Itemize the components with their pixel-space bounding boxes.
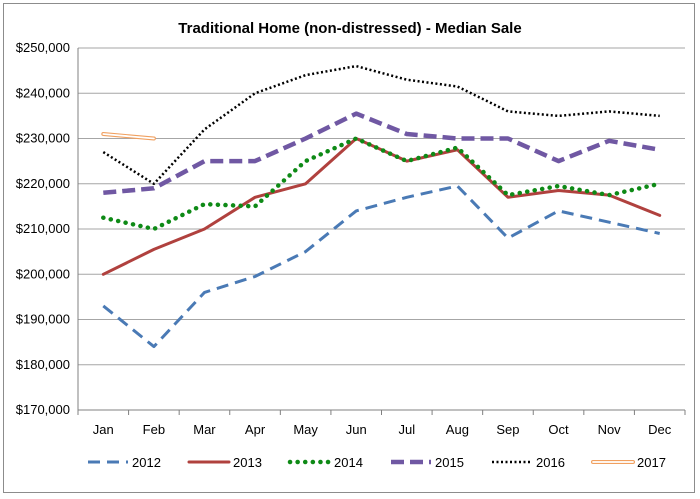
series-2016 [102, 64, 660, 186]
legend-item-2014: 2014 [287, 455, 363, 470]
x-tick-label-apr: Apr [245, 422, 266, 437]
y-tick-label-4: $210,000 [16, 221, 70, 236]
y-tick-label-2: $190,000 [16, 312, 70, 327]
line-2016 [102, 64, 660, 186]
legend: 2012 2013 2014 2015 2016 2017 [88, 455, 666, 470]
y-tick-label-1: $180,000 [16, 357, 70, 372]
x-tick-label-feb: Feb [143, 422, 165, 437]
series-2017 [101, 132, 156, 141]
x-tick-label-dec: Dec [648, 422, 672, 437]
x-tick-label-jul: Jul [398, 422, 415, 437]
legend-label-2012: 2012 [132, 455, 161, 470]
y-tick-label-0: $170,000 [16, 402, 70, 417]
grid-lines [78, 47, 685, 411]
x-tick-label-nov: Nov [598, 422, 622, 437]
legend-item-2015: 2015 [391, 455, 464, 470]
series-lines [101, 64, 662, 349]
x-axis-ticks: Jan Feb Mar Apr May Jun Jul Aug Sep Oct Nov Dec [77, 410, 686, 437]
legend-item-2013: 2013 [187, 455, 262, 470]
line-2015 [103, 111, 661, 196]
y-tick-label-5: $220,000 [16, 176, 70, 191]
series-2015 [103, 111, 661, 196]
series-2013 [101, 137, 662, 276]
x-tick-label-mar: Mar [193, 422, 216, 437]
x-tick-label-may: May [293, 422, 318, 437]
legend-item-2016: 2016 [492, 455, 565, 470]
legend-label-2016: 2016 [536, 455, 565, 470]
line-2014 [101, 136, 662, 232]
x-tick-label-sep: Sep [496, 422, 519, 437]
line-2013 [101, 137, 662, 276]
series-2012 [102, 184, 661, 349]
y-axis-ticks: $170,000 $180,000 $190,000 $200,000 $210,000… [16, 40, 70, 417]
chart-frame [3, 3, 695, 493]
y-tick-label-6: $230,000 [16, 131, 70, 146]
line-2012 [102, 184, 661, 349]
y-tick-label-3: $200,000 [16, 266, 70, 281]
legend-label-2015: 2015 [435, 455, 464, 470]
legend-label-2013: 2013 [233, 455, 262, 470]
chart-title: Traditional Home (non-distressed) - Medi… [178, 20, 522, 37]
y-tick-label-8: $250,000 [16, 40, 70, 55]
y-tick-label-7: $240,000 [16, 85, 70, 100]
x-tick-label-oct: Oct [548, 422, 569, 437]
legend-label-2017: 2017 [637, 455, 666, 470]
x-tick-label-aug: Aug [446, 422, 469, 437]
legend-item-2012: 2012 [88, 455, 161, 470]
legend-item-2017: 2017 [591, 455, 666, 470]
x-tick-label-jan: Jan [93, 422, 114, 437]
series-2014 [101, 136, 662, 232]
x-tick-label-jun: Jun [346, 422, 367, 437]
line-2017-inner [102, 133, 155, 140]
legend-label-2014: 2014 [334, 455, 363, 470]
